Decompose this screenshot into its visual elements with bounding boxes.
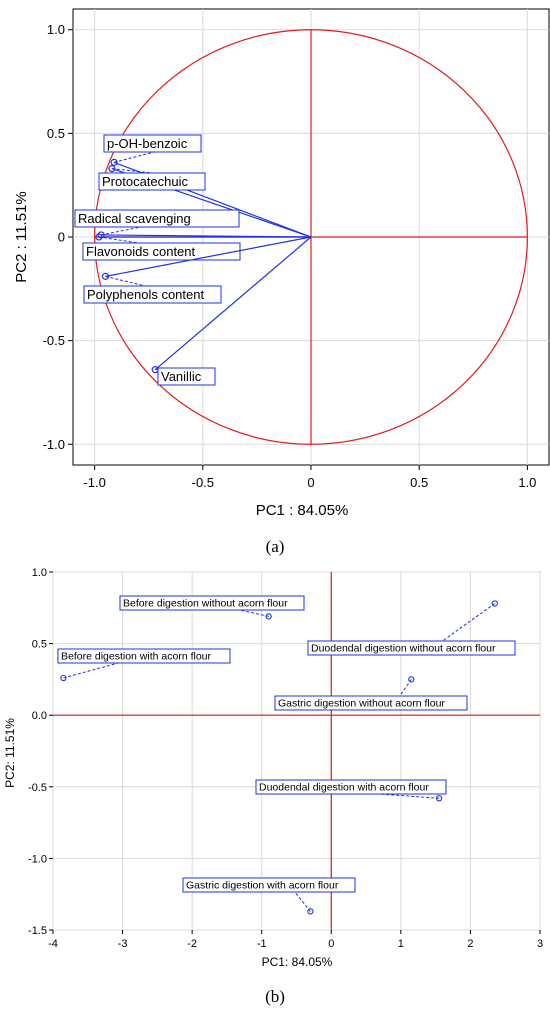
panel-a-x-ticks: -1.0 -0.5 0 0.5 1.0	[83, 465, 536, 490]
panel-b-x-tick-label: -4	[48, 938, 58, 950]
panel-b-y-tick-label: -0.5	[28, 782, 47, 794]
panel-b-observation-gastric-digestion-without-acorn-flour: Gastric digestion without acorn flour	[274, 676, 468, 711]
panel-b-x-tick-label: -1	[257, 938, 267, 950]
panel-a-point-label: p-OH-benzoic	[107, 136, 188, 151]
panel-b-x-tick-label: 0	[328, 938, 334, 950]
panel-b-label-leader	[399, 679, 412, 697]
panel-a-point	[101, 272, 110, 280]
panel-a-variable-p-oh-benzoic: p-OH-benzoic	[103, 134, 312, 238]
panel-b-chart: -4 -3 -2 -1 0 1 2 3 1.0 0.5 0.0 -0.5 -1.0 -1.5 Befor…	[3, 567, 543, 1006]
panel-a-variable-protocatechuic: Protocatechuic	[98, 165, 312, 238]
panel-b-x-ticks: -4 -3 -2 -1 0 1 2 3	[48, 930, 543, 950]
panel-a-y-tick-label: 1.0	[47, 22, 65, 37]
panel-a-x-tick-label: 0	[307, 475, 314, 490]
panel-b-point-label: Before digestion without acorn flour	[123, 598, 288, 610]
panel-a-x-tick-label: -1.0	[83, 475, 105, 490]
panel-b-label-box	[119, 595, 305, 611]
panel-a-label-leader	[101, 226, 142, 236]
panel-a-label-box	[98, 172, 206, 191]
panel-a-x-tick-label: 1.0	[518, 475, 536, 490]
panel-b-label-box	[182, 877, 356, 893]
panel-a-label-leader	[105, 275, 146, 287]
panel-a-loading-vector	[105, 236, 312, 277]
panel-b-observation-duodendal-digestion-with-acorn-flour: Duodendal digestion with acorn flour	[255, 779, 447, 802]
panel-b-label-box	[274, 695, 468, 711]
panel-b-point-label: Before digestion with acorn flour	[61, 651, 212, 663]
panel-a-point-label: Radical scavenging	[78, 211, 191, 226]
panel-a-chart: -1.0 -0.5 0 0.5 1.0 1.0 0.5 0 -0.5 -1.0 p-OH-ben…	[13, 8, 550, 556]
panel-a-unit-circle	[94, 29, 528, 445]
panel-b-x-tick-label: -3	[118, 938, 128, 950]
panel-a-x-axis-title: PC1 : 84.05%	[256, 502, 349, 519]
panel-b-y-tick-label: -1.0	[28, 853, 47, 865]
panel-b-observation-before-digestion-with-acorn-flour: Before digestion with acorn flour	[57, 648, 231, 682]
panel-a-caption: (a)	[266, 537, 285, 556]
panel-b-point	[408, 676, 415, 683]
panel-b-y-tick-label: 0.5	[32, 639, 47, 651]
panel-b-x-axis-title: PC1: 84.05%	[262, 955, 333, 969]
panel-a-variable-polyphenols-content: Polyphenols content	[83, 236, 312, 304]
panel-b-label-leader	[294, 891, 311, 912]
panel-a-y-tick-label: -1.0	[43, 437, 65, 452]
panel-b-label-leader	[442, 603, 496, 642]
panel-a-variable-radical-scavenging: Radical scavenging	[74, 209, 312, 239]
panel-a-variable-flavonoids-content: Flavonoids content	[82, 233, 311, 261]
panel-a-label-box	[74, 209, 240, 228]
panel-b-observation-duodendal-digestion-without-acorn-flour: Duodendal digestion without acorn flour	[307, 600, 516, 656]
panel-a-x-tick-label: 0.5	[410, 475, 428, 490]
panel-a-variable-vanillic: Vanillic	[151, 236, 312, 386]
panel-a-y-tick-label: -0.5	[43, 333, 65, 348]
panel-a-label-box	[157, 367, 216, 386]
panel-b-point-label: Duodendal digestion with acorn flour	[259, 782, 429, 794]
panel-b-label-box	[307, 640, 516, 656]
panel-b-point	[491, 600, 498, 607]
panel-b-y-tick-label: 0.0	[32, 710, 47, 722]
panel-a-y-tick-label: 0	[58, 230, 65, 245]
panel-a-label-box	[82, 242, 241, 261]
panel-b-y-ticks: 1.0 0.5 0.0 -0.5 -1.0 -1.5	[28, 567, 53, 937]
panel-b-observation-gastric-digestion-with-acorn-flour: Gastric digestion with acorn flour	[182, 877, 356, 915]
panel-b-plot-area	[52, 571, 541, 931]
panel-b-label-leader	[63, 662, 119, 679]
panel-b-label-box	[57, 648, 231, 664]
panel-a-label-leader	[113, 151, 155, 163]
panel-b-point	[307, 908, 314, 915]
panel-a-label-box	[83, 285, 222, 304]
panel-a-y-ticks: 1.0 0.5 0 -0.5 -1.0	[43, 22, 73, 452]
panel-b-point-label: Gastric digestion with acorn flour	[186, 880, 339, 892]
panel-b-observation-before-digestion-without-acorn-flour: Before digestion without acorn flour	[119, 595, 305, 620]
panel-b-point	[435, 795, 443, 802]
panel-b-label-box	[255, 779, 447, 795]
panel-a-label-leader	[98, 236, 140, 244]
panel-b-point	[265, 613, 272, 620]
panel-a-point-label: Protocatechuic	[102, 174, 188, 189]
panel-a-point	[110, 158, 118, 166]
panel-a-x-tick-label: -0.5	[192, 475, 214, 490]
panel-a-point-label: Polyphenols content	[87, 287, 204, 302]
panel-a-point	[97, 231, 105, 239]
panel-b-y-tick-label: 1.0	[32, 567, 47, 579]
panel-a-point-label: Flavonoids content	[86, 244, 196, 259]
panel-b-marks: Before digestion without acorn flour Befo…	[57, 595, 516, 915]
panel-a-label-box	[103, 134, 202, 153]
panel-a-point-label: Vanillic	[161, 369, 202, 384]
panel-b-y-axis-title: PC2: 11.51%	[3, 718, 17, 788]
panel-b-x-tick-label: 1	[398, 938, 404, 950]
panel-b-x-tick-label: -2	[187, 938, 197, 950]
panel-a-label-leader	[111, 168, 153, 174]
panel-b-point	[60, 674, 67, 682]
panel-b-x-tick-label: 3	[537, 938, 543, 950]
panel-a-marks: p-OH-benzoic Protocatechuic Radical scaven…	[74, 134, 312, 386]
panel-a-loading-vector	[154, 236, 312, 371]
panel-b-point-label: Gastric digestion without acorn flour	[278, 698, 445, 710]
panel-b-y-tick-label: -1.5	[28, 925, 47, 937]
panel-b-caption: (b)	[265, 987, 285, 1006]
panel-a-y-tick-label: 0.5	[47, 126, 65, 141]
panel-b-point-label: Duodendal digestion without acorn flour	[311, 643, 496, 655]
panel-b-x-tick-label: 2	[467, 938, 473, 950]
panel-a-y-axis-title: PC2 : 11.51%	[13, 191, 30, 282]
